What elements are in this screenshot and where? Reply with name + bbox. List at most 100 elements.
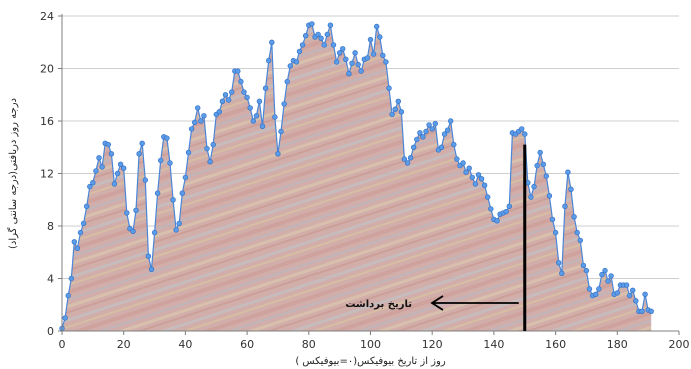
- data-point: [555, 260, 562, 266]
- data-point: [241, 89, 247, 95]
- data-point: [80, 220, 87, 227]
- data-point: [216, 109, 223, 115]
- data-point: [247, 105, 253, 111]
- data-point: [139, 140, 145, 147]
- data-point: [111, 181, 118, 187]
- data-point: [309, 21, 315, 27]
- data-point: [438, 144, 445, 151]
- data-point: [179, 190, 186, 196]
- y-tick-label: 8: [47, 220, 54, 233]
- data-point: [315, 31, 321, 38]
- data-point: [540, 161, 546, 168]
- data-point: [568, 186, 574, 193]
- data-point: [592, 291, 599, 297]
- data-point: [639, 308, 645, 314]
- data-point: [173, 227, 179, 233]
- data-point: [303, 32, 309, 39]
- data-point: [352, 50, 358, 56]
- data-point: [475, 172, 482, 178]
- data-point: [284, 78, 290, 85]
- data-point: [256, 98, 263, 105]
- data-point: [148, 266, 155, 272]
- data-point: [546, 193, 553, 199]
- data-point: [96, 155, 102, 161]
- data-point: [340, 46, 346, 52]
- y-tick-label: 4: [47, 273, 54, 286]
- data-point: [407, 155, 414, 161]
- data-point: [605, 278, 611, 284]
- data-point: [93, 168, 99, 174]
- x-tick-labels: 0 20 40 60 80 100 120 140 160 180 200: [59, 338, 690, 351]
- data-point: [337, 50, 343, 56]
- y-tick-label: 16: [40, 115, 54, 128]
- data-point: [293, 59, 300, 65]
- data-point: [642, 291, 648, 297]
- y-tick-label: 0: [47, 325, 54, 338]
- data-point: [395, 98, 401, 105]
- data-point: [485, 194, 491, 200]
- data-point: [432, 120, 438, 127]
- data-point: [83, 203, 90, 210]
- data-point: [167, 160, 173, 166]
- data-point: [343, 56, 349, 62]
- data-point: [380, 52, 386, 59]
- data-point: [225, 97, 232, 103]
- data-point: [518, 126, 525, 132]
- harvest-arrow-icon: [430, 295, 444, 311]
- data-point: [648, 308, 654, 314]
- data-point: [65, 292, 71, 299]
- x-tick-label: 40: [178, 338, 192, 351]
- data-point: [466, 165, 472, 171]
- x-tick-label: 80: [302, 338, 316, 351]
- data-point: [105, 141, 112, 148]
- y-tick-label: 20: [40, 63, 54, 76]
- data-point: [531, 183, 537, 190]
- data-point: [207, 159, 213, 165]
- y-tick-label: 12: [40, 168, 54, 181]
- data-point: [136, 151, 142, 157]
- data-point: [441, 131, 448, 137]
- data-point: [586, 286, 593, 292]
- data-point: [389, 111, 395, 118]
- data-point: [463, 169, 469, 175]
- x-tick-label: 20: [117, 338, 131, 351]
- data-point: [549, 216, 556, 223]
- data-point: [346, 70, 352, 77]
- data-point: [210, 141, 216, 148]
- harvest-date-label: تاریخ برداشت: [345, 299, 412, 310]
- x-tick-label: 200: [669, 338, 690, 351]
- data-point: [503, 208, 509, 215]
- data-point: [494, 218, 500, 224]
- data-point: [201, 113, 207, 119]
- data-point: [469, 174, 475, 181]
- data-point: [330, 42, 337, 48]
- x-tick-label: 0: [59, 338, 66, 351]
- data-point: [414, 136, 420, 143]
- data-point: [537, 149, 543, 156]
- data-point: [481, 182, 488, 189]
- data-point: [472, 181, 479, 187]
- data-point: [321, 42, 327, 48]
- data-point: [275, 151, 281, 157]
- data-point: [259, 123, 266, 130]
- data-point: [386, 85, 392, 91]
- data-point: [420, 134, 426, 140]
- data-point: [238, 78, 244, 85]
- data-point: [552, 229, 559, 236]
- data-point: [599, 271, 605, 278]
- data-point: [448, 118, 454, 124]
- data-point: [370, 51, 377, 57]
- data-point: [266, 57, 272, 64]
- data-point: [250, 118, 257, 124]
- x-axis-title: روز از تاریخ بیوفیکس(۰=بیوفیکس ): [295, 356, 446, 367]
- data-point: [543, 173, 549, 179]
- data-point: [281, 101, 287, 107]
- y-tick-label: 24: [40, 10, 54, 23]
- data-point: [383, 59, 389, 65]
- data-point: [374, 23, 380, 30]
- x-tick-label: 180: [607, 338, 628, 351]
- data-point: [565, 169, 571, 175]
- data-point: [364, 55, 371, 61]
- data-point: [633, 298, 639, 304]
- data-point: [151, 229, 158, 236]
